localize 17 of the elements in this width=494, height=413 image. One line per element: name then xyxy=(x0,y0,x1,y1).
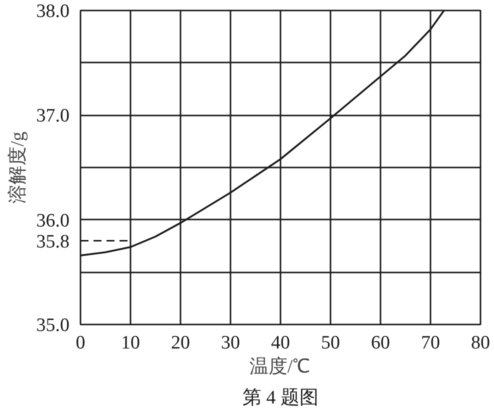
x-tick-label: 40 xyxy=(271,332,290,354)
y-axis-title: 溶解度/g xyxy=(6,131,28,204)
x-tick-label: 10 xyxy=(121,332,140,354)
x-tick-label: 50 xyxy=(321,332,340,354)
x-tick-label: 0 xyxy=(76,332,86,354)
y-tick-label: 37.0 xyxy=(36,106,70,127)
x-axis-title: 温度/℃ xyxy=(249,356,311,378)
text: 第 4 题图 xyxy=(242,388,318,408)
x-tick-label: 80 xyxy=(471,332,490,354)
y-tick-label: 38.0 xyxy=(36,1,70,22)
x-tick-label: 70 xyxy=(421,332,440,354)
x-tick-label: 30 xyxy=(221,332,240,354)
y-tick-label: 35.0 xyxy=(36,315,70,336)
x-tick-label: 20 xyxy=(171,332,190,354)
y-tick-label: 36.0 xyxy=(36,210,70,232)
ref-line-label: 35.8 xyxy=(36,231,70,252)
x-tick-label: 60 xyxy=(371,332,390,354)
